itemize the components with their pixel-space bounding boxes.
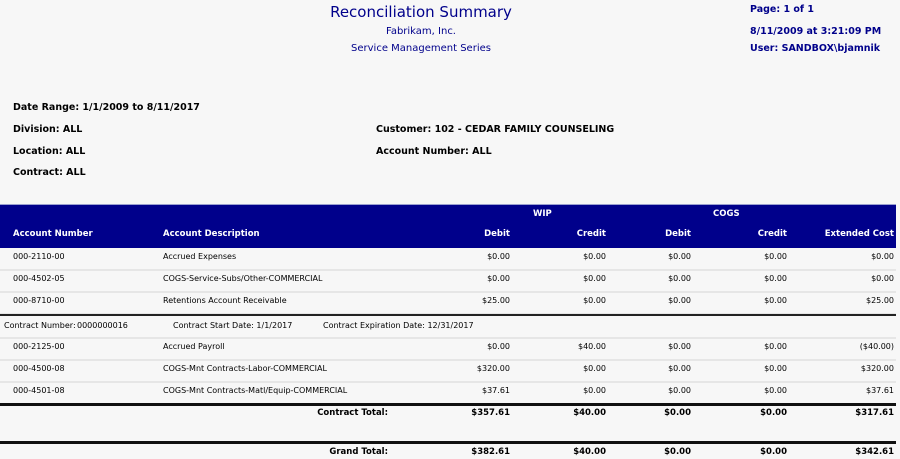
table-row[interactable]: 000-8710-00 Retentions Account Receivable…	[0, 291, 896, 315]
page-number: Page: 1 of 1	[750, 4, 814, 15]
cell-account-number: 000-4500-08	[13, 364, 65, 373]
cell-account-description: Retentions Account Receivable	[163, 296, 287, 305]
filter-contract: Contract: ALL	[13, 167, 86, 178]
cell-wip-credit: $0.00	[583, 296, 606, 305]
header-account-description[interactable]: Account Description	[163, 229, 260, 239]
cell-cogs-credit: $0.00	[764, 274, 787, 283]
cell-cogs-debit: $0.00	[668, 274, 691, 283]
cell-wip-debit: $0.00	[487, 252, 510, 261]
contract-number-label: Contract Number:	[4, 321, 76, 330]
series-name: Service Management Series	[351, 43, 491, 54]
cell-extended-cost: ($40.00)	[859, 342, 894, 351]
cell-wip-debit: $37.61	[482, 386, 510, 395]
contract-start-date: Contract Start Date: 1/1/2017	[173, 321, 293, 330]
contract-number: 0000000016	[77, 321, 128, 330]
contract-total-cogs-debit: $0.00	[664, 408, 691, 418]
cell-extended-cost: $0.00	[871, 274, 894, 283]
report-user: User: SANDBOX\bjamnik	[750, 43, 881, 54]
header-wip-debit[interactable]: Debit	[484, 229, 510, 239]
contract-expiration-date: Contract Expiration Date: 12/31/2017	[323, 321, 474, 330]
grand-total-wip-debit: $382.61	[471, 447, 510, 457]
cell-cogs-debit: $0.00	[668, 252, 691, 261]
header-cogs-credit[interactable]: Credit	[757, 229, 787, 239]
cell-wip-debit: $0.00	[487, 274, 510, 283]
cell-account-number: 000-2125-00	[13, 342, 65, 351]
grand-total-wip-credit: $40.00	[573, 447, 606, 457]
contract-total-cogs-credit: $0.00	[760, 408, 787, 418]
cell-cogs-debit: $0.00	[668, 364, 691, 373]
cell-cogs-credit: $0.00	[764, 364, 787, 373]
grand-total-label: Grand Total:	[329, 447, 388, 457]
contract-total-wip-credit: $40.00	[573, 408, 606, 418]
filter-location: Location: ALL	[13, 146, 86, 157]
cell-extended-cost: $37.61	[866, 386, 894, 395]
cell-extended-cost: $320.00	[860, 364, 894, 373]
cell-account-description: COGS-Service-Subs/Other-COMMERCIAL	[163, 274, 323, 283]
cell-wip-debit: $0.00	[487, 342, 510, 351]
cell-account-number: 000-4501-08	[13, 386, 65, 395]
filter-customer: Customer: 102 - CEDAR FAMILY COUNSELING	[376, 124, 615, 135]
contract-info-row: Contract Number: 0000000016 Contract Sta…	[0, 314, 896, 339]
table-row[interactable]: 000-4500-08 COGS-Mnt Contracts-Labor-COMM…	[0, 359, 896, 383]
header-group-cogs: COGS	[713, 209, 740, 219]
header-account-number[interactable]: Account Number	[13, 229, 93, 239]
table-row[interactable]: 000-2125-00 Accrued Payroll $0.00 $40.00 $0.…	[0, 337, 896, 361]
cell-wip-debit: $25.00	[482, 296, 510, 305]
table-header: WIP COGS Account Number Account Descript…	[0, 204, 896, 248]
cell-wip-credit: $0.00	[583, 274, 606, 283]
header-wip-credit[interactable]: Credit	[576, 229, 606, 239]
cell-wip-credit: $40.00	[578, 342, 606, 351]
table-row[interactable]: 000-4501-08 COGS-Mnt Contracts-Matl/Equip…	[0, 381, 896, 405]
cell-wip-credit: $0.00	[583, 252, 606, 261]
filter-account-number: Account Number: ALL	[376, 146, 492, 157]
report-title: Reconciliation Summary	[330, 3, 512, 21]
cell-account-description: Accrued Payroll	[163, 342, 225, 351]
header-cogs-debit[interactable]: Debit	[665, 229, 691, 239]
cell-account-description: COGS-Mnt Contracts-Matl/Equip-COMMERCIAL	[163, 386, 348, 395]
filter-division: Division: ALL	[13, 124, 83, 135]
grand-total-cogs-debit: $0.00	[664, 447, 691, 457]
report-datetime: 8/11/2009 at 3:21:09 PM	[750, 26, 882, 37]
cell-wip-debit: $320.00	[476, 364, 510, 373]
cell-cogs-debit: $0.00	[668, 342, 691, 351]
table-row[interactable]: 000-2110-00 Accrued Expenses $0.00 $0.00 $0.…	[0, 247, 896, 271]
contract-total-divider	[0, 403, 896, 406]
contract-total-label: Contract Total:	[317, 408, 388, 418]
cell-account-number: 000-2110-00	[13, 252, 65, 261]
filter-date-range: Date Range: 1/1/2009 to 8/11/2017	[13, 102, 200, 113]
cell-cogs-debit: $0.00	[668, 386, 691, 395]
contract-total-wip-debit: $357.61	[471, 408, 510, 418]
contract-total-extended-cost: $317.61	[855, 408, 894, 418]
cell-account-number: 000-8710-00	[13, 296, 65, 305]
cell-cogs-credit: $0.00	[764, 342, 787, 351]
cell-account-number: 000-4502-05	[13, 274, 65, 283]
cell-wip-credit: $0.00	[583, 364, 606, 373]
header-group-wip: WIP	[533, 209, 552, 219]
cell-extended-cost: $25.00	[866, 296, 894, 305]
grand-total-divider	[0, 441, 896, 444]
company-name: Fabrikam, Inc.	[385, 26, 456, 37]
cell-cogs-credit: $0.00	[764, 252, 787, 261]
table-row[interactable]: 000-4502-05 COGS-Service-Subs/Other-COMME…	[0, 269, 896, 293]
cell-cogs-credit: $0.00	[764, 296, 787, 305]
grand-total-cogs-credit: $0.00	[760, 447, 787, 457]
header-extended-cost[interactable]: Extended Cost	[824, 229, 894, 239]
cell-extended-cost: $0.00	[871, 252, 894, 261]
cell-account-description: COGS-Mnt Contracts-Labor-COMMERCIAL	[163, 364, 327, 373]
grand-total-extended-cost: $342.61	[855, 447, 894, 457]
cell-cogs-debit: $0.00	[668, 296, 691, 305]
cell-wip-credit: $0.00	[583, 386, 606, 395]
cell-account-description: Accrued Expenses	[163, 252, 237, 261]
cell-cogs-credit: $0.00	[764, 386, 787, 395]
